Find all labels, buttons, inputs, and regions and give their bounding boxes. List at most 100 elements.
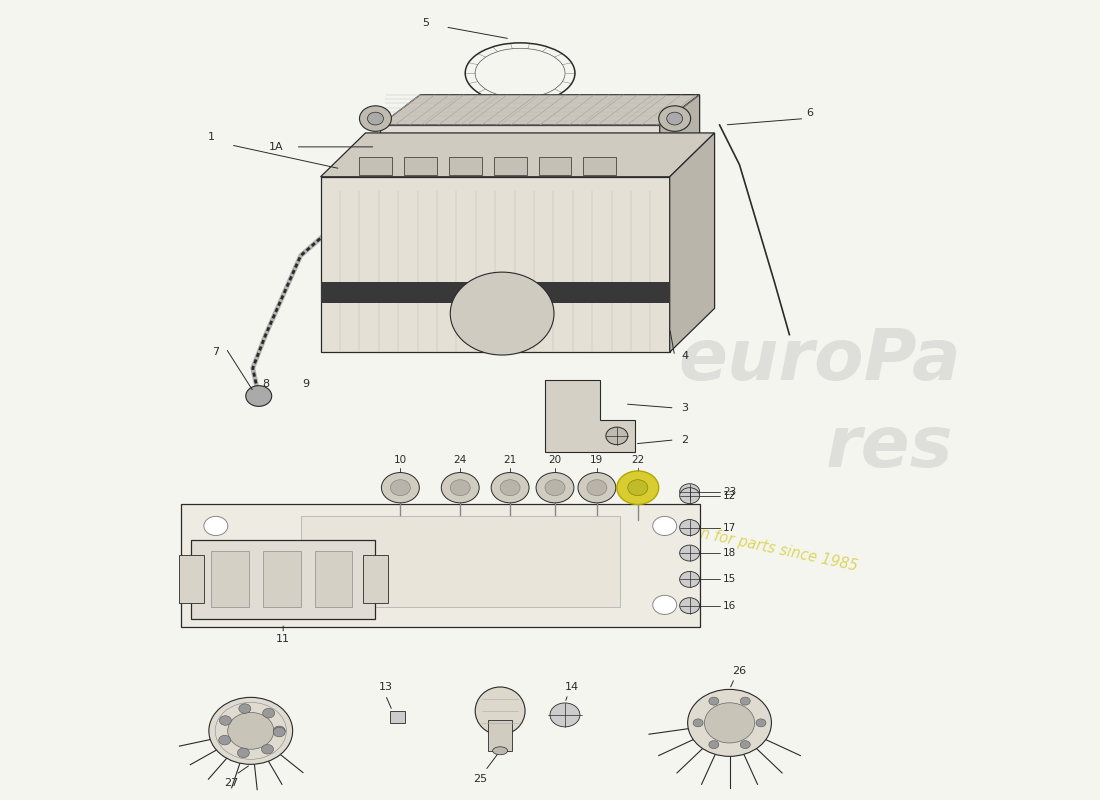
Circle shape (606, 427, 628, 445)
Text: 2: 2 (681, 435, 689, 445)
Circle shape (239, 704, 251, 714)
Polygon shape (670, 133, 715, 352)
Circle shape (441, 473, 480, 503)
Text: 6: 6 (806, 108, 813, 118)
Text: 23: 23 (723, 486, 736, 497)
Circle shape (708, 741, 718, 749)
Polygon shape (320, 133, 715, 177)
Text: 9: 9 (302, 379, 309, 389)
Polygon shape (320, 282, 670, 303)
Circle shape (273, 726, 285, 736)
Circle shape (680, 571, 700, 587)
Text: 20: 20 (549, 454, 561, 465)
Text: 13: 13 (378, 682, 393, 692)
Text: 27: 27 (223, 778, 238, 788)
Circle shape (382, 473, 419, 503)
Circle shape (209, 698, 293, 764)
Circle shape (628, 480, 648, 496)
Text: +: + (202, 574, 210, 584)
Bar (488, 721, 513, 750)
Text: 5: 5 (421, 18, 429, 28)
Circle shape (578, 473, 616, 503)
Circle shape (740, 697, 750, 705)
Bar (404, 157, 437, 174)
Bar (390, 711, 406, 723)
Circle shape (273, 727, 285, 737)
Circle shape (693, 719, 703, 727)
Polygon shape (660, 94, 700, 169)
Circle shape (238, 748, 250, 758)
Circle shape (450, 272, 554, 355)
Circle shape (204, 595, 228, 614)
Bar (359, 157, 392, 174)
Circle shape (544, 480, 565, 496)
Circle shape (587, 480, 607, 496)
Circle shape (617, 471, 659, 505)
Polygon shape (320, 177, 670, 352)
Bar (180, 504, 700, 627)
Circle shape (740, 741, 750, 749)
Text: 8: 8 (262, 379, 270, 389)
Circle shape (680, 598, 700, 614)
Text: 19: 19 (591, 454, 604, 465)
Text: 26: 26 (733, 666, 747, 676)
Circle shape (628, 480, 648, 496)
Bar (179, 555, 204, 603)
Circle shape (708, 697, 718, 705)
Text: 15: 15 (723, 574, 736, 584)
Circle shape (680, 545, 700, 561)
Circle shape (228, 713, 274, 750)
Circle shape (263, 708, 275, 718)
Circle shape (219, 735, 231, 745)
Circle shape (652, 595, 676, 614)
Text: 3: 3 (681, 403, 689, 413)
Polygon shape (381, 169, 660, 189)
Circle shape (204, 516, 228, 535)
Bar (211, 551, 249, 607)
Text: 22: 22 (631, 454, 645, 465)
Circle shape (450, 480, 470, 496)
Text: res: res (825, 414, 953, 482)
Circle shape (219, 716, 231, 726)
Ellipse shape (475, 687, 525, 735)
Bar (363, 555, 388, 603)
Circle shape (680, 484, 700, 500)
Bar (494, 157, 527, 174)
Circle shape (619, 473, 657, 503)
Text: −: − (361, 574, 371, 584)
Text: 14: 14 (565, 682, 579, 692)
Circle shape (704, 702, 755, 743)
Bar (583, 157, 616, 174)
Circle shape (536, 473, 574, 503)
Circle shape (680, 488, 700, 504)
Text: 11: 11 (276, 634, 290, 644)
Text: 4: 4 (681, 351, 689, 361)
Polygon shape (381, 125, 660, 169)
Bar (449, 157, 482, 174)
Bar (300, 515, 619, 607)
Bar (315, 551, 352, 607)
Text: a passion for parts since 1985: a passion for parts since 1985 (640, 514, 859, 574)
Circle shape (360, 106, 392, 131)
Circle shape (652, 516, 676, 535)
Circle shape (680, 519, 700, 535)
Circle shape (550, 703, 580, 727)
Circle shape (667, 112, 683, 125)
Text: 1: 1 (208, 132, 214, 142)
Bar (539, 157, 571, 174)
Polygon shape (381, 94, 700, 125)
Text: 24: 24 (453, 454, 466, 465)
Ellipse shape (493, 746, 507, 754)
Text: 25: 25 (473, 774, 487, 784)
Circle shape (491, 473, 529, 503)
Circle shape (390, 480, 410, 496)
Text: 1A: 1A (268, 142, 283, 152)
Circle shape (367, 112, 384, 125)
Text: 21: 21 (504, 454, 517, 465)
Bar (191, 539, 375, 619)
Text: 16: 16 (723, 601, 736, 610)
Bar (263, 551, 300, 607)
Circle shape (262, 745, 274, 754)
Circle shape (500, 480, 520, 496)
Circle shape (659, 106, 691, 131)
